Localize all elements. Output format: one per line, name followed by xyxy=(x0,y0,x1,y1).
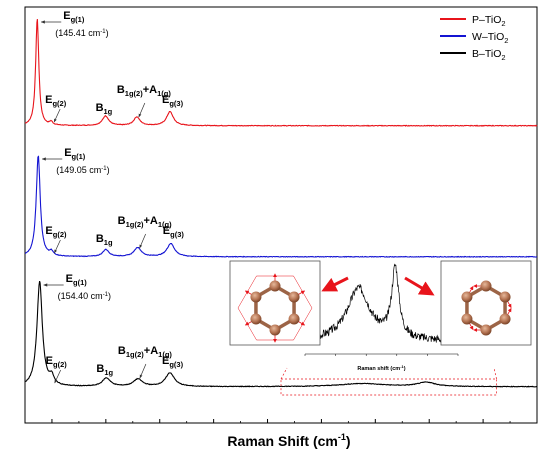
legend-label: W–TiO2 xyxy=(472,31,508,45)
carbon-atom xyxy=(461,291,473,303)
peak-label-1-3: B1g(2)+A1(g) xyxy=(118,215,173,249)
peak-label-1-0: Eg(1) (149.05 cm-1) xyxy=(41,147,110,175)
carbon-atom xyxy=(480,280,492,292)
peak-arrow xyxy=(139,363,147,379)
inset-spectrum xyxy=(304,263,459,344)
peak-label-2-2: B1g xyxy=(96,363,113,377)
outer-hexagon xyxy=(237,275,313,341)
x-axis-title: Raman Shift (cm-1) xyxy=(227,432,350,449)
peak-name: Eg(3) xyxy=(163,225,185,239)
axes: Raman Shift (cm-1) xyxy=(24,419,538,449)
peak-label-0-1: Eg(2) xyxy=(45,94,67,123)
zoom-connector xyxy=(280,367,288,380)
peak-label-0-3: B1g(2)+A1(g) xyxy=(117,84,171,118)
peak-label-2-3: B1g(2)+A1(g) xyxy=(118,345,173,379)
peak-label-0-0: Eg(1) (145.41 cm-1) xyxy=(40,10,109,38)
peak-name: B1g(2)+A1(g) xyxy=(118,345,173,359)
peak-name: Eg(3) xyxy=(162,94,184,108)
carbon-atom xyxy=(288,313,300,325)
legend-item-1: W–TiO2 xyxy=(440,31,508,45)
peak-value: (149.05 cm-1) xyxy=(56,165,109,175)
inset: Raman shift (cm-1) xyxy=(229,260,532,396)
peak-name: Eg(1) xyxy=(66,273,88,287)
peak-label-1-2: B1g xyxy=(96,233,113,247)
zoom-connector xyxy=(493,367,497,380)
peak-arrow xyxy=(139,233,146,249)
peak-name: B1g(2)+A1(g) xyxy=(118,215,173,229)
peak-label-2-0: Eg(1) (154.40 cm-1) xyxy=(43,273,111,301)
peak-label-1-1: Eg(2) xyxy=(45,225,67,254)
peak-label-1-4: Eg(3) xyxy=(163,225,185,239)
carbon-atom xyxy=(461,313,473,325)
peak-label-2-1: Eg(2) xyxy=(46,355,68,384)
carbon-atom xyxy=(499,291,511,303)
peak-value: (145.41 cm-1) xyxy=(55,28,108,38)
legend-label: B–TiO2 xyxy=(472,48,506,62)
legend-label: P–TiO2 xyxy=(472,14,506,28)
arrow-to-d-mode xyxy=(321,276,349,292)
peak-name: B1g xyxy=(96,233,113,247)
carbon-atom xyxy=(499,313,511,325)
peak-label-2-4: Eg(3) xyxy=(162,355,184,369)
inset-x-title: Raman shift (cm-1) xyxy=(357,364,405,372)
carbon-atom xyxy=(269,280,281,292)
peak-name: Eg(1) xyxy=(63,10,85,24)
d-mode-box xyxy=(229,260,321,346)
arrow-to-g-mode xyxy=(404,276,435,296)
series-line-0 xyxy=(24,19,538,127)
peak-label-0-2: B1g xyxy=(96,102,113,116)
peak-name: Eg(2) xyxy=(46,355,68,369)
peak-arrow xyxy=(138,102,146,118)
carbon-atom xyxy=(250,313,262,325)
peak-name: B1g xyxy=(96,363,113,377)
legend: P–TiO2 W–TiO2 B–TiO2 xyxy=(440,14,508,62)
peak-name: B1g(2)+A1(g) xyxy=(117,84,171,98)
peak-label-0-4: Eg(3) xyxy=(162,94,184,108)
plot-border xyxy=(24,6,538,424)
carbon-atom xyxy=(250,291,262,303)
peak-name: Eg(2) xyxy=(45,225,67,239)
peak-arrow xyxy=(53,108,61,123)
series-line-1 xyxy=(24,155,537,258)
series-layer xyxy=(24,19,538,388)
peak-annotations: Eg(1)(145.41 cm-1)Eg(2) B1gB1g(2)+A1(g)Eg… xyxy=(40,10,185,384)
legend-item-0: P–TiO2 xyxy=(440,14,506,28)
peak-arrow xyxy=(54,369,61,384)
peak-name: Eg(3) xyxy=(162,355,184,369)
g-mode-box xyxy=(440,260,532,346)
plot-area xyxy=(24,6,538,424)
legend-item-2: B–TiO2 xyxy=(440,48,506,62)
carbon-atom xyxy=(480,324,492,336)
series-line-2 xyxy=(24,280,538,388)
carbon-atom xyxy=(288,291,300,303)
peak-arrow xyxy=(54,239,61,254)
peak-name: Eg(1) xyxy=(64,147,86,161)
peak-name: B1g xyxy=(96,102,113,116)
peak-value: (154.40 cm-1) xyxy=(58,291,111,301)
peak-name: Eg(2) xyxy=(45,94,67,108)
carbon-atom xyxy=(269,324,281,336)
